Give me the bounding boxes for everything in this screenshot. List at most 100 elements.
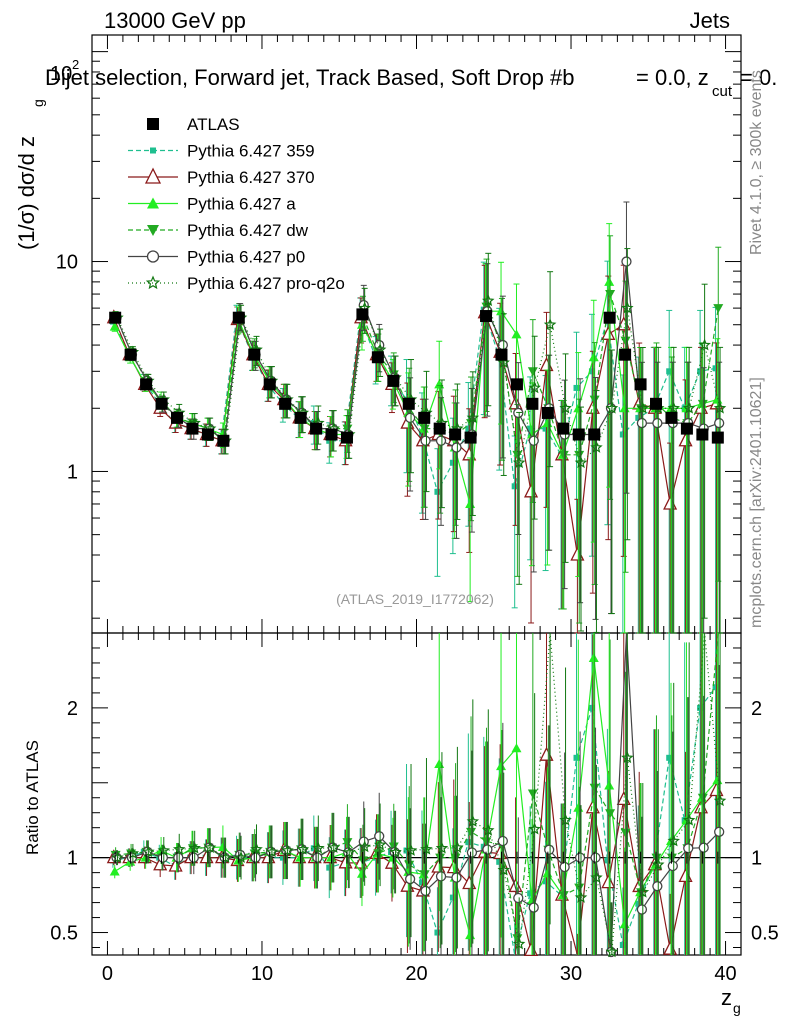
data-point [574,852,586,863]
data-point [523,483,539,498]
data-point [173,842,186,855]
data-point [497,863,510,876]
data-point [419,870,430,880]
data-point [403,847,410,854]
data-point [619,431,626,438]
legend-label: Pythia 6.427 pro-q2o [187,274,345,293]
data-point [420,435,431,446]
data-point [572,428,585,441]
ratio-tick-label-right: 2 [751,698,762,720]
data-point [682,813,696,826]
data-point [462,875,477,890]
y-tick-label: 1 [67,461,78,483]
legend-label: Pythia 6.427 dw [187,221,309,240]
x-tick-label: 0 [102,963,113,985]
legend-label: Pythia 6.427 370 [187,168,315,187]
data-point [573,802,584,812]
analysis-id: (ATLAS_2019_I1772062) [336,591,494,607]
legend-label: Pythia 6.427 359 [187,142,315,161]
data-point [482,294,495,307]
data-point [109,321,120,331]
data-point [250,852,261,863]
ratio-series-line [115,632,719,939]
legend: ATLAS Pythia 6.427 359 Pythia 6.427 370 Pyt… [128,115,345,293]
data-point [682,401,696,414]
data-point [173,852,184,863]
data-point [404,860,415,870]
data-point [539,356,554,372]
series-line [115,261,720,449]
svg-text:g: g [30,99,46,107]
x-tick-label: 30 [560,963,582,985]
data-point [435,871,447,882]
data-point [588,368,595,375]
data-point [435,841,449,854]
data-point [589,395,600,405]
y-axis-max-exponent: 2 [72,57,79,72]
data-point [343,845,356,858]
data-point [404,873,416,885]
data-point [140,378,153,391]
data-point [126,846,140,859]
data-point [279,854,286,861]
data-point [619,348,632,361]
data-point [495,348,508,361]
data-point [559,861,570,873]
data-point [170,411,183,424]
series-pp0 [111,201,725,634]
data-point [588,652,599,662]
data-point [496,306,507,316]
data-point [294,411,307,424]
data-point [188,852,199,863]
data-point [589,783,600,793]
data-point [326,864,333,871]
data-point [434,929,441,936]
data-point [636,885,650,898]
data-point [666,754,673,761]
data-point [683,843,694,854]
data-point [217,841,228,851]
data-point [697,399,708,409]
beam-energy-label: 13000 GeV pp [104,8,246,33]
data-point [248,348,261,361]
data-point [590,440,603,453]
data-point [434,488,441,495]
data-point [451,841,464,853]
data-point [371,351,384,364]
data-point [605,809,616,819]
data-point [497,835,508,847]
legend-entry: ATLAS [147,115,240,134]
data-point [636,417,648,429]
data-point [621,751,634,764]
data-point [250,842,263,855]
data-point [144,167,162,184]
x-tick-label: 10 [251,963,273,985]
plot-title-sub: cut [712,83,733,100]
data-point [310,845,317,852]
data-point [620,336,631,346]
svg-text:(1/σ) dσ/d z: (1/σ) dσ/d z [14,136,39,250]
data-point [279,397,292,410]
data-point [714,417,725,429]
ratio-y-axis-label: Ratio to ATLAS [23,740,42,855]
data-point [528,435,539,446]
data-point [466,847,478,858]
data-point [451,872,462,883]
data-point [497,356,510,368]
data-point [634,378,647,391]
data-point [496,858,503,865]
data-point [512,937,526,950]
y-axis-max-label: 10 [50,63,72,85]
x-tick-label: 40 [714,963,736,985]
data-point [418,411,431,424]
data-point [312,852,323,863]
data-point [420,842,433,855]
data-point [356,308,369,321]
data-point [146,250,160,263]
data-point [570,546,585,561]
data-point [696,428,709,441]
data-point [434,759,445,769]
data-point [558,891,569,901]
data-point [663,495,678,510]
